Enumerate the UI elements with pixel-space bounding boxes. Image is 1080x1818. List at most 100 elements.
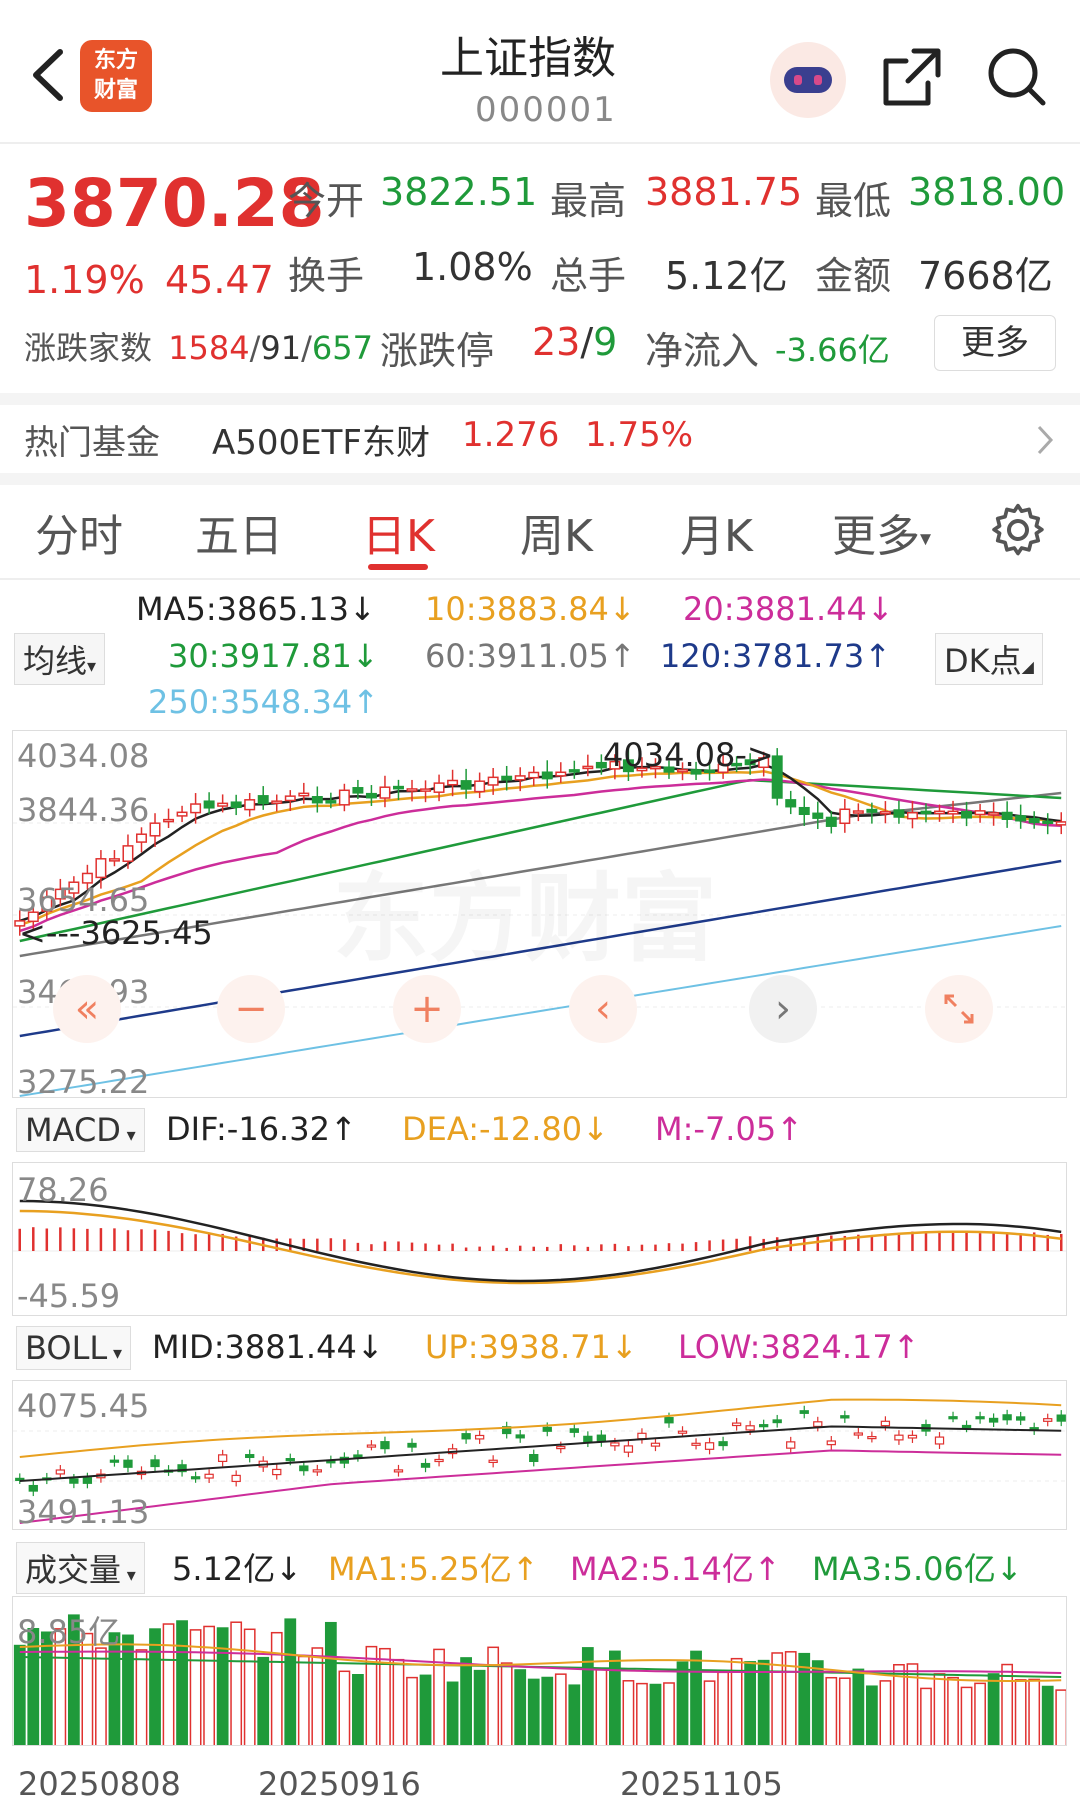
dk-points-button[interactable]: DK点◢	[935, 633, 1043, 685]
date-label-2: 20250916	[258, 1765, 421, 1803]
volume-bar	[338, 1670, 351, 1745]
candle-body	[771, 755, 783, 799]
zoom-in-button[interactable]: +	[393, 975, 461, 1043]
volume-bar	[893, 1664, 905, 1745]
macd-selector-button[interactable]: MACD ▾	[16, 1108, 145, 1152]
boll-candle-body	[542, 1426, 552, 1432]
dropdown-arrow-icon: ▾	[107, 1343, 122, 1364]
corner-arrow-icon: ◢	[1021, 657, 1034, 676]
boll-candle-body	[745, 1425, 755, 1431]
volume-bar	[122, 1634, 134, 1745]
open-label: 今开	[288, 179, 365, 223]
boll-up: UP:3938.71↓	[425, 1328, 638, 1366]
candle-body	[758, 757, 770, 769]
volume-bar	[162, 1623, 175, 1745]
macd-y-bottom: -45.59	[17, 1277, 121, 1315]
boll-candle-body	[82, 1477, 93, 1484]
tab-weekly-k[interactable]: 周K	[520, 511, 593, 562]
boll-candle-body	[515, 1434, 525, 1439]
tab-daily-k[interactable]: 日K	[362, 511, 435, 562]
breadth-down: 657	[311, 329, 373, 367]
volume-bar	[865, 1685, 878, 1745]
search-button[interactable]	[985, 45, 1049, 109]
boll-candle-body	[610, 1442, 620, 1447]
candle-body	[866, 808, 878, 813]
share-button[interactable]	[880, 45, 944, 109]
volume-bar	[203, 1625, 216, 1745]
candle-body	[568, 769, 580, 773]
boll-selector-button[interactable]: BOLL ▾	[16, 1326, 131, 1370]
more-button[interactable]: 更多	[934, 315, 1056, 371]
candle-body	[447, 779, 459, 786]
volume-bar	[784, 1651, 797, 1745]
app-logo: 东方 财富	[80, 40, 152, 112]
tab-five-day[interactable]: 五日	[195, 511, 283, 562]
step-back-button[interactable]: ‹	[569, 975, 637, 1043]
candle-body	[284, 795, 296, 802]
limit-label: 涨跌停	[380, 329, 495, 373]
tab-intraday[interactable]: 分时	[35, 511, 123, 562]
tab-more[interactable]: 更多▾	[832, 511, 932, 562]
candle-body	[974, 810, 986, 816]
volume-bar	[1001, 1663, 1014, 1745]
volume-chart[interactable]: 8.85亿	[12, 1596, 1067, 1746]
boll-candle-body	[691, 1442, 701, 1446]
candle-body	[392, 785, 404, 790]
boll-candle-body	[1043, 1418, 1053, 1422]
macd-chart[interactable]: 78.26 -45.59	[12, 1162, 1067, 1316]
macd-m: M:-7.05↑	[655, 1110, 803, 1148]
boll-candle-body	[177, 1464, 187, 1473]
boll-low-line	[19, 1449, 1062, 1524]
candle-body	[136, 833, 147, 843]
open-value: 3822.51	[380, 170, 538, 214]
candle-body	[988, 812, 1000, 816]
volume-bar	[446, 1681, 459, 1745]
candle-body	[95, 858, 107, 879]
fast-back-button[interactable]: «	[53, 975, 121, 1043]
volume-y-top: 8.85亿	[17, 1613, 121, 1651]
boll-chart[interactable]: 4075.45 3491.13	[12, 1380, 1067, 1530]
turnover-label: 换手	[288, 254, 365, 298]
zoom-out-button[interactable]: −	[217, 975, 285, 1043]
settings-button[interactable]	[990, 502, 1046, 558]
volume-bar	[54, 1628, 67, 1745]
volume-bar	[690, 1650, 702, 1745]
volume-bar	[771, 1652, 784, 1745]
ma-selector-button[interactable]: 均线▾	[14, 633, 106, 685]
volume-bar	[95, 1647, 107, 1745]
dropdown-arrow-icon: ▾	[121, 1565, 136, 1586]
back-button[interactable]	[20, 40, 80, 110]
date-label-1: 20250808	[18, 1765, 181, 1803]
boll-candle-body	[988, 1417, 999, 1423]
candle-body	[487, 776, 499, 786]
chevron-right-icon	[1037, 425, 1054, 455]
hot-fund-row[interactable]: 热门基金 A500ETF东财 1.276 1.75%	[0, 405, 1080, 473]
share-icon	[883, 48, 941, 106]
tab-monthly-k[interactable]: 月K	[680, 511, 753, 562]
volume-bar	[649, 1683, 662, 1745]
volume-bar	[216, 1627, 229, 1745]
volume-bar	[595, 1669, 608, 1745]
volume-bar	[838, 1677, 851, 1745]
volume-bar	[987, 1673, 1000, 1745]
boll-candle-body	[934, 1436, 945, 1445]
candle-body	[893, 809, 905, 818]
dea-line	[19, 1209, 1062, 1285]
fullscreen-button[interactable]	[925, 975, 993, 1043]
candle-body	[609, 760, 621, 770]
volume-selector-button[interactable]: 成交量 ▾	[16, 1542, 145, 1594]
step-forward-button[interactable]: ›	[749, 975, 817, 1043]
volume-bar	[609, 1650, 621, 1745]
volume-bar	[460, 1657, 472, 1745]
assistant-avatar[interactable]	[770, 42, 846, 118]
volume-bar	[108, 1632, 121, 1745]
boll-candle-body	[718, 1441, 728, 1447]
boll-candle-body	[434, 1458, 444, 1463]
volume-bar	[757, 1659, 770, 1745]
candle-body	[501, 775, 513, 781]
volume-bar	[230, 1621, 243, 1745]
candle-body	[1028, 817, 1040, 824]
boll-candle-body	[853, 1432, 864, 1436]
